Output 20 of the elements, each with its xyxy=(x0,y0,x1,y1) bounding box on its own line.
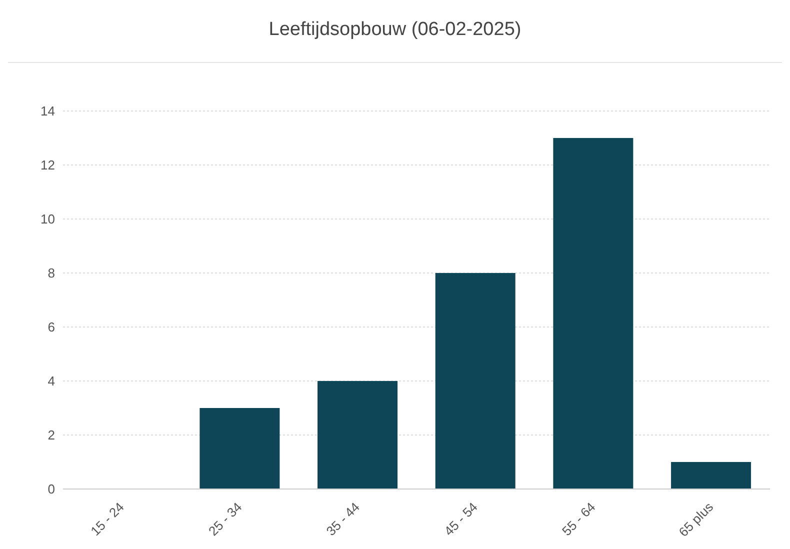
x-tick-label: 35 - 44 xyxy=(323,499,363,539)
y-tick-label: 2 xyxy=(48,428,55,443)
y-tick-label: 4 xyxy=(48,374,55,389)
bar xyxy=(435,273,516,489)
y-tick-label: 0 xyxy=(48,482,55,497)
bar xyxy=(200,408,280,489)
x-tick-label: 45 - 54 xyxy=(441,499,480,539)
bar xyxy=(553,138,634,489)
y-tick-label: 12 xyxy=(40,158,55,173)
y-tick-label: 14 xyxy=(40,104,55,119)
x-tick-label: 65 plus xyxy=(676,498,716,540)
y-tick-label: 6 xyxy=(48,320,55,335)
chart-title: Leeftijdsopbouw (06-02-2025) xyxy=(8,8,782,63)
x-tick-label: 25 - 34 xyxy=(205,499,245,539)
y-tick-label: 10 xyxy=(40,212,55,227)
bar xyxy=(671,462,752,489)
x-tick-label: 55 - 64 xyxy=(558,499,598,539)
x-tick-label: 15 - 24 xyxy=(88,499,127,539)
y-tick-label: 8 xyxy=(48,266,55,281)
bar xyxy=(318,381,398,489)
